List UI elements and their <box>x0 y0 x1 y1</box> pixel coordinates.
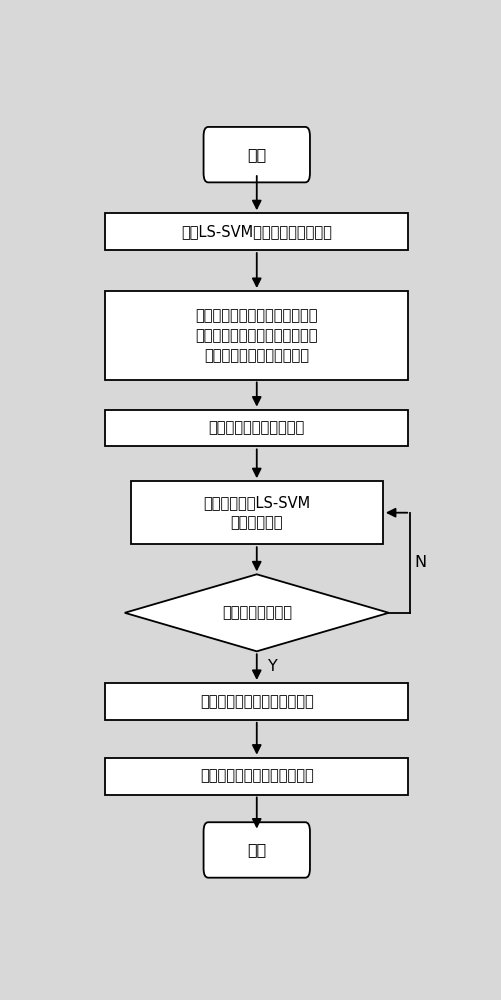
Text: 初始化群体，设定遗传算法的适
应度函数、交叉和变异概率、初
始化种群规模、进化代数等: 初始化群体，设定遗传算法的适 应度函数、交叉和变异概率、初 始化种群规模、进化代… <box>195 308 318 363</box>
Text: 开始: 开始 <box>247 147 267 162</box>
Bar <box>105 410 408 446</box>
FancyBboxPatch shape <box>203 822 310 878</box>
Text: 输入训练样本和校验样本: 输入训练样本和校验样本 <box>208 420 305 436</box>
Text: Y: Y <box>269 659 278 674</box>
FancyBboxPatch shape <box>203 127 310 182</box>
Text: 设定LS-SVM模型参数的寻优区间: 设定LS-SVM模型参数的寻优区间 <box>181 224 332 239</box>
Text: 结束: 结束 <box>247 842 267 857</box>
Polygon shape <box>125 574 389 651</box>
Text: 输出寻优模型参数和相应模型: 输出寻优模型参数和相应模型 <box>200 694 314 709</box>
Bar <box>105 213 408 250</box>
Text: 应用模型进行预测并输出结果: 应用模型进行预测并输出结果 <box>200 769 314 784</box>
Text: 是否达到迭代次数: 是否达到迭代次数 <box>222 605 292 620</box>
Bar <box>105 683 408 720</box>
Bar <box>131 481 383 544</box>
Text: 用遗传算法对LS-SVM
模型参数寻优: 用遗传算法对LS-SVM 模型参数寻优 <box>203 495 310 530</box>
Bar <box>105 291 408 380</box>
Bar <box>105 758 408 795</box>
Text: N: N <box>414 555 426 570</box>
